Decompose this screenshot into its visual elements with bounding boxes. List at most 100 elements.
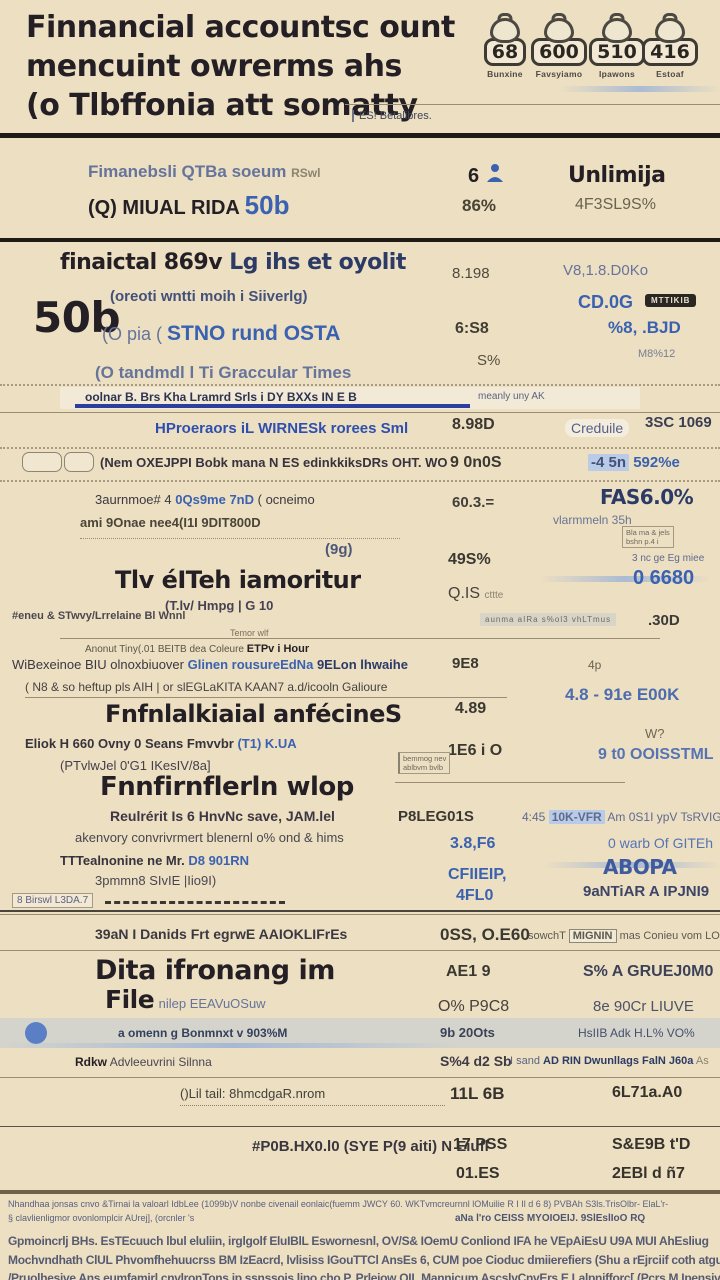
footer-fineprint-line2b: aNa l'ro CEISS MYOIOEIJ. 9SlEslIoO RQ [455,1213,646,1224]
row7-right-value: 0 6680 [633,567,695,589]
row5-icon-pill [22,452,62,472]
row9-mid2: 1E6 i O [448,742,503,759]
row10-line1: Reulrérit Is 6 HnvNc save, JAM.lel [110,808,335,824]
row15-label: Rdkw Advleeuvrini Silnna [75,1055,212,1069]
row6-line1: 3aurnmoe# 4 0Qs9me 7nD ( ocneimo [95,492,315,507]
row9-line2a: Eliok H 660 Ovny 0 Seans Fmvvbr [25,736,234,751]
row8-line1b: Glinen rousureEdNa [187,657,314,672]
row6-mid1: 60.3.= [452,494,495,511]
row3-underline [75,404,470,408]
row9-mid-note-box: bemmog nev ablbvm bvlb [398,752,451,774]
row1-account-name-text: Fimanebsli QTBa soeum [88,162,287,181]
page-title-line2: mencuint owrerms ahs [26,49,402,84]
row13-heading2-note: nilep EEAVuOSuw [158,996,266,1011]
row2-heading-blue: Lg ihs et oyolit [229,250,406,275]
row6-line2: ami 9Onae nee4(I1I 9DIT800D [80,515,261,530]
row4-label: HProeraors iL WIRNESk rorees Sml [155,420,409,437]
row13-right1: S% A GRUEJ0M0 [583,963,714,980]
row11-line1b: D8 901RN [188,853,250,868]
row3-text: oolnar B. Brs Kha Lramrd Srls i DY BXXs … [85,390,357,404]
row17-mid2: 01.ES [456,1165,500,1182]
row14-label: a omenn g Bonmnxt v 903%M [118,1026,288,1040]
row5-icon-pill [64,452,94,472]
row15-right-b: AD RIN Dwunllags FalN J60a [543,1055,694,1067]
row3-note: meanly uny AK [478,391,545,402]
stat-badge: 600 Favsyiamo [530,18,588,79]
footer-paragraph-line3: /Pruolhesive Ans eumfamirl cnvlronTons i… [8,1271,720,1280]
row1-account-note: RSwl [291,166,321,180]
row2-mid3: S% [477,352,501,369]
row2-line3-prefix: (O pia ( [102,324,163,344]
row9-heading: Fnfnlalkiaial anfécineS [105,700,402,728]
stat-label: Favsyiamo [535,69,583,79]
row7-mid: Q.IS cttte [448,585,503,603]
row1-count: 6 [468,165,480,187]
row10-line2: akenvory convrivrmert blenernl o% ond & … [75,830,344,845]
footer-fineprint-line1: Nhandhaa jonsas cnvo &Tirnai la valoarl … [8,1199,669,1209]
row11-right2: 9aNTiAR A IPJNI9 [583,883,710,900]
row2-line3: (O pia ( STNO rund OSTA [102,322,340,346]
row7-heading: Tlv éITeh iamoritur [115,566,361,594]
row10-mid1: P8LEG01S [398,808,474,825]
page-title: Finnancial accountsc ount mencuint owrer… [26,8,455,125]
row11-line2: 3pmmn8 SIvIE |Iio9I) [95,873,217,888]
row12-right: sowchT MIGNIN mas Conieu vom LOs (sAnD [528,929,720,943]
row2-mid1: 8.198 [452,265,490,282]
row15-right: I sand AD RIN Dwunllags FalN J60a As [510,1055,709,1067]
row5-right-highlight: -4 5n [588,454,630,471]
row16-label: ()Lil tail: 8hmcdgaR.nrom [180,1086,446,1106]
row10-right2: 0 warb Of GITEh [608,835,714,851]
row2-heading-dark: finaictal 869v [60,250,223,275]
row10-right1c: Am 0S1I ypV TsRVIG [607,810,720,824]
row6-right3: Bla ma & jels [626,528,670,537]
row8-line1c: 9ELon lhwaihe [316,657,408,672]
row1-percent: 86% [462,196,497,215]
row6-right1: FAS6.0% [600,485,694,509]
row7-foot-note: Temor wlf [230,628,269,638]
row10-mid2: 3.8,F6 [450,835,496,852]
row1-account-id-text: (Q) MIUAL RIDA [88,197,240,219]
row2-right1: V8,1.8.D0Ko [563,262,649,279]
row12-mid: 0SS, O.E60 [440,925,530,944]
row5-right-value: 592%e [633,454,680,471]
row9-right-note: W? [645,726,665,741]
row9-mid-note1: bemmog nev [403,754,447,763]
bullet-dot-icon [25,1022,47,1044]
row15-label-rest: Advleeuvrini Silnna [109,1055,212,1069]
row17-right1: S&E9B t'D [612,1136,691,1153]
money-bag-icon [490,18,520,43]
row12-right-a: sowchT [528,930,566,942]
footer-fineprint-line2: § clavlienligmor ovonlomplcir AUrej], (o… [8,1213,195,1223]
row8-line0a: Anonut Tiny(.01 BEITB dea Coleure [85,644,244,655]
row9-mid1: 4.89 [455,700,487,717]
row17-mid1: 17 PSS [453,1136,508,1153]
stat-label: Ipawons [598,69,636,79]
stat-badge: 68 Bunxine [476,18,534,79]
row5-label: (Nem OXEJPPI Bobk mana N ES edinkkiksDRs… [100,455,448,470]
row12-right-b: MIGNIN [568,929,617,943]
row7-mid-note: cttte [484,590,504,601]
stat-badge: 416 Estoaf [641,18,699,79]
row7-right-small: .30D [648,612,680,629]
row5-mid: 9 0n0S [450,454,502,471]
row6-right2: vlarmmeln 35h [553,513,632,527]
stat-label: Bunxine [487,69,523,79]
row8-line0: Anonut Tiny(.01 BEITB dea Coleure ETPv i… [85,643,309,655]
row6-mid2: 49S% [448,551,491,568]
row6-line1b: 0Qs9me 7nD [175,492,255,507]
row2-mid2: 6:S8 [455,320,489,337]
row10-right1: 4:45 10K-VFR Am 0S1I ypV TsRVIG [522,810,720,824]
row13-right2: 8e 90Cr LIUVE [593,998,694,1015]
money-bag-icon [655,18,685,43]
footer-paragraph-line2: Mochvndhath ClUL Phvomfhehuucrss BM IzEa… [8,1253,720,1267]
row7-mid-value: Q.IS [448,585,481,602]
page-title-line1: Finnancial accountsc ount [26,10,455,45]
row8-line1a: WiBexeinoe BIU olnoxbiuover [12,657,184,672]
divider-label: ES! Betalibres. [352,110,432,122]
person-icon [487,164,503,182]
row13-mid1: AE1 9 [446,963,491,980]
row11-left-tag: 8 Birswl L3DA.7 [12,893,94,908]
row1-account-id: (Q) MIUAL RIDA 50b [88,190,289,221]
row8-line1: WiBexeinoe BIU olnoxbiuover Glinen rousu… [12,657,408,672]
